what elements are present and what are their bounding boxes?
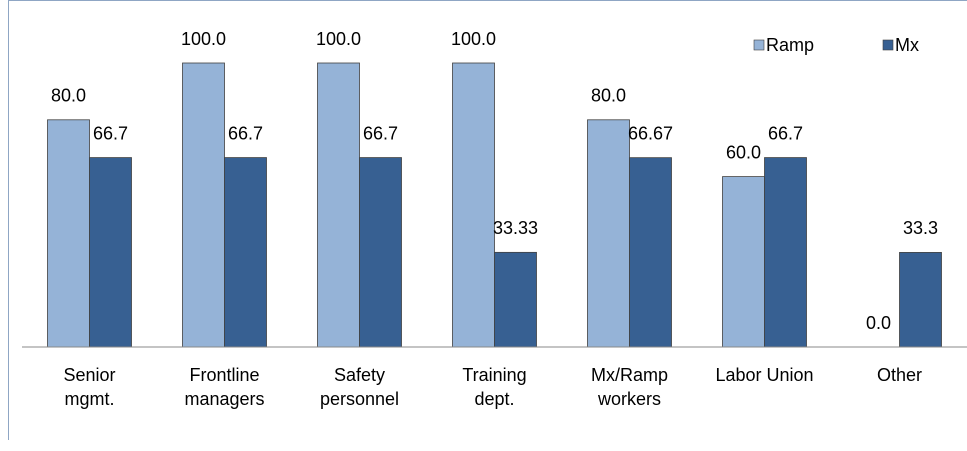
bar	[899, 252, 942, 348]
data-label: 100.0	[316, 29, 361, 49]
bar	[494, 251, 537, 348]
bar	[317, 62, 360, 348]
data-label: 66.7	[768, 123, 803, 143]
data-label: 100.0	[451, 29, 496, 49]
data-label: 80.0	[51, 86, 86, 106]
bar	[359, 157, 402, 348]
x-tick-label: Other	[877, 365, 922, 385]
data-label: 66.7	[93, 123, 128, 143]
legend-label: Mx	[895, 35, 919, 55]
x-tick-label: Safety personnel	[320, 365, 399, 409]
x-tick-label: Senior mgmt.	[63, 365, 115, 409]
bar	[764, 157, 807, 348]
bar	[722, 176, 765, 348]
data-label: 60.0	[726, 142, 761, 162]
legend-swatch	[882, 39, 894, 51]
legend-label: Ramp	[766, 35, 814, 55]
bar	[629, 157, 672, 348]
bar	[47, 119, 90, 348]
bar	[224, 157, 267, 348]
data-label: 0.0	[866, 313, 891, 333]
bar	[89, 157, 132, 348]
data-label: 33.33	[493, 218, 538, 238]
bar	[587, 119, 630, 348]
x-tick-label: Mx/Ramp workers	[591, 365, 668, 409]
bar	[182, 62, 225, 348]
bar	[452, 62, 495, 348]
legend-swatch	[753, 39, 765, 51]
data-label: 80.0	[591, 86, 626, 106]
data-label: 33.3	[903, 218, 938, 238]
x-tick-label: Frontline managers	[184, 365, 264, 409]
x-tick-label: Training dept.	[462, 365, 526, 409]
data-label: 66.7	[363, 123, 398, 143]
data-label: 100.0	[181, 29, 226, 49]
x-tick-label: Labor Union	[715, 365, 813, 385]
data-label: 66.67	[628, 123, 673, 143]
data-label: 66.7	[228, 123, 263, 143]
